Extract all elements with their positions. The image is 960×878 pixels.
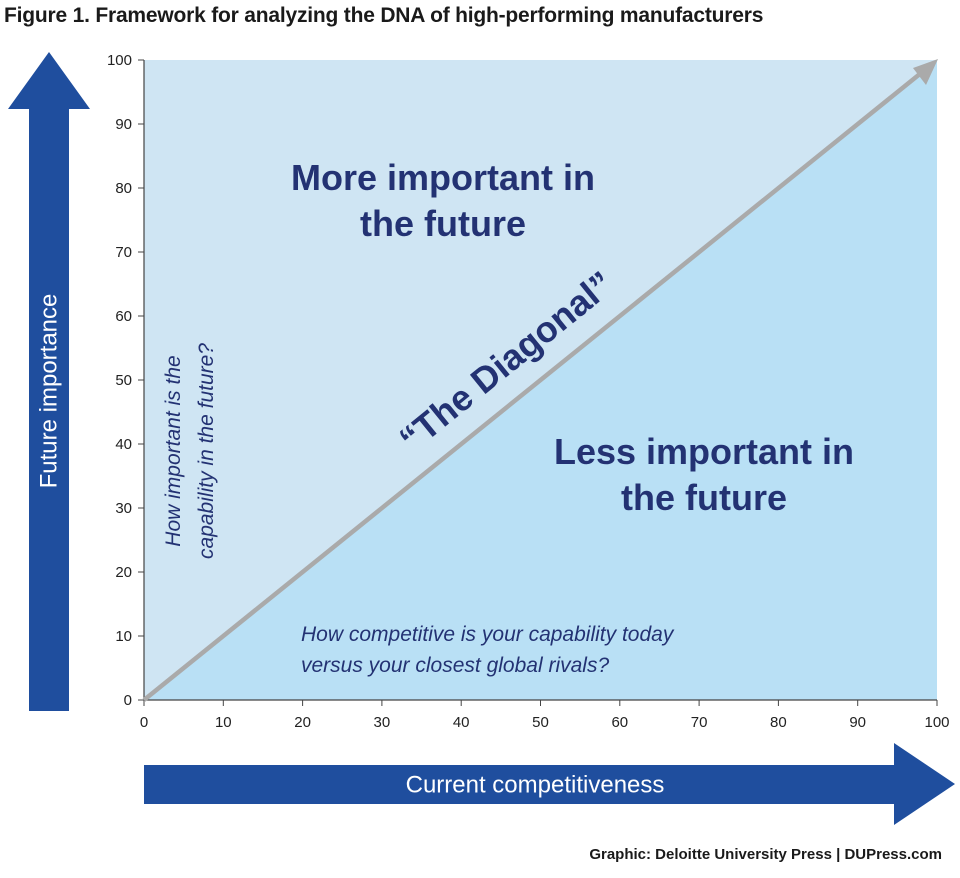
x-tick-label: 50	[532, 714, 549, 731]
y-tick-label: 60	[115, 308, 132, 325]
x-tick-label: 90	[849, 714, 866, 731]
y-tick-label: 30	[115, 500, 132, 517]
y-axis-ticks: 0 10 20 30 40 50 60 70 80 90 100	[107, 52, 144, 709]
graphic-credit: Graphic: Deloitte University Press | DUP…	[589, 846, 942, 863]
y-tick-label: 90	[115, 116, 132, 133]
y-tick-label: 100	[107, 52, 132, 69]
x-tick-label: 0	[140, 714, 148, 731]
x-axis-arrow	[144, 743, 955, 825]
horizontal-question-line1: How competitive is your capability today	[301, 623, 675, 646]
y-tick-label: 50	[115, 372, 132, 389]
upper-region-label-line1: More important in	[291, 157, 595, 198]
x-tick-label: 30	[374, 714, 391, 731]
x-tick-label: 80	[770, 714, 787, 731]
y-axis-label: Future importance	[36, 294, 63, 489]
x-tick-label: 70	[691, 714, 708, 731]
x-tick-label: 40	[453, 714, 470, 731]
y-tick-label: 40	[115, 436, 132, 453]
lower-region-label-line2: the future	[621, 477, 787, 518]
y-tick-label: 0	[124, 692, 132, 709]
y-tick-label: 20	[115, 564, 132, 581]
y-tick-label: 70	[115, 244, 132, 261]
x-tick-label: 10	[215, 714, 232, 731]
x-tick-label: 100	[924, 714, 949, 731]
y-tick-label: 80	[115, 180, 132, 197]
vertical-question-line2: capability in the future?	[195, 343, 218, 559]
lower-region-label-line1: Less important in	[554, 431, 854, 472]
upper-region-label-line2: the future	[360, 203, 526, 244]
horizontal-question-line2: versus your closest global rivals?	[301, 654, 609, 677]
x-axis-label: Current competitiveness	[406, 772, 665, 799]
x-tick-label: 60	[611, 714, 628, 731]
diagonal-arrowhead	[913, 59, 938, 85]
figure-title: Figure 1. Framework for analyzing the DN…	[4, 4, 764, 27]
y-tick-label: 10	[115, 628, 132, 645]
diagonal-line	[142, 67, 928, 702]
vertical-question-line1: How important is the	[162, 355, 185, 546]
x-axis-ticks: 0 10 20 30 40 50 60 70 80 90 100	[140, 700, 950, 731]
y-axis-arrow	[8, 52, 90, 711]
x-tick-label: 20	[294, 714, 311, 731]
